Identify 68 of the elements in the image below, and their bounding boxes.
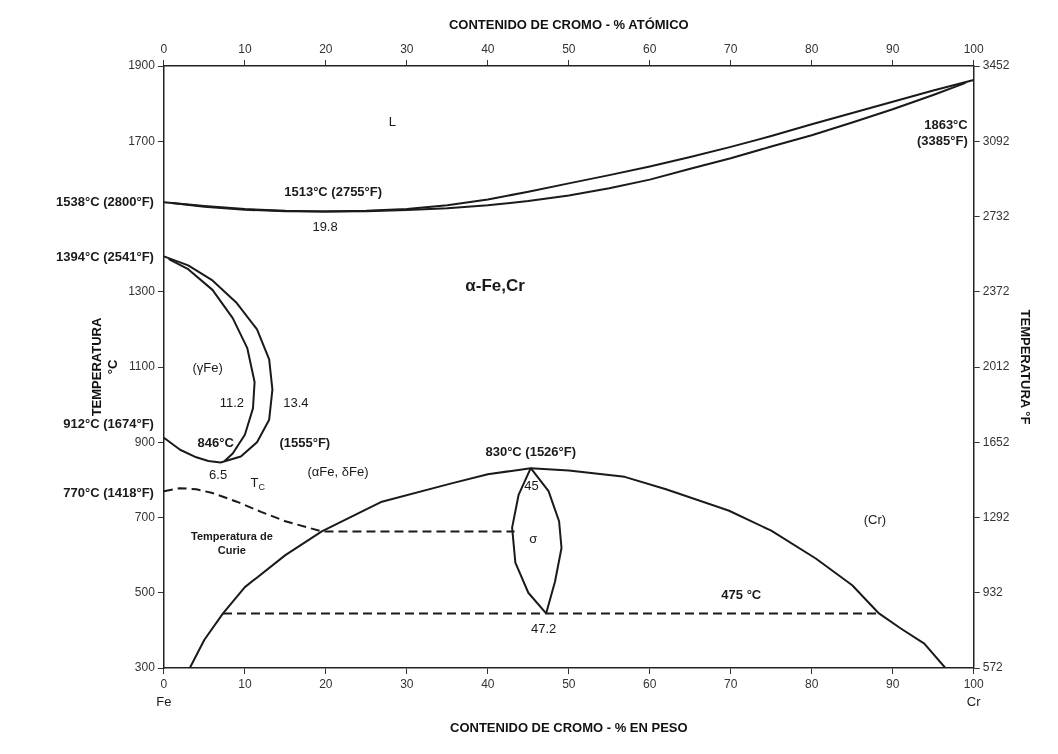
- annotation: 830°C (1526°F): [485, 444, 577, 460]
- x-tick-label: 30: [400, 676, 414, 691]
- x2-tick-label: 100: [963, 42, 985, 57]
- y2-tick-label: 3092: [982, 133, 1010, 148]
- text: 1394°C (2541°F): [56, 249, 154, 265]
- annotation: (1555°F): [279, 434, 331, 450]
- x-tick-label: 40: [481, 676, 495, 691]
- annotation: 846°C: [197, 434, 235, 450]
- y-tick-label: 1700: [128, 133, 156, 148]
- x2-tick-label: 80: [805, 42, 819, 57]
- y2-tick-label: 2732: [982, 208, 1010, 223]
- text: 1538°C (2800°F): [56, 193, 154, 209]
- x-tick-label: 10: [238, 676, 252, 691]
- annotation: Temperatura de Curie: [191, 529, 273, 556]
- annotation: α-Fe,Cr: [465, 276, 526, 296]
- text: Fe: [156, 693, 172, 709]
- annotation: 47.2: [531, 621, 557, 637]
- y-tick-label: 900: [134, 434, 156, 449]
- annotation: 45: [524, 477, 539, 493]
- annotation: 1513°C (2755°F): [284, 184, 383, 199]
- annotation: (Cr): [863, 512, 887, 528]
- annotation: L: [388, 113, 396, 129]
- annotation: 13.4: [283, 395, 309, 411]
- x-tick-label: 80: [805, 676, 819, 691]
- x-tick-label: 60: [643, 676, 657, 691]
- x2-tick-label: 20: [319, 42, 333, 57]
- annotation: 475 °C: [721, 587, 762, 603]
- y2-tick-label: 3452: [982, 58, 1010, 73]
- y2-tick-label: 1652: [982, 434, 1010, 449]
- text: 770°C (1418°F): [63, 485, 154, 500]
- annotation: 11.2: [219, 395, 245, 411]
- x2-tick-label: 30: [400, 42, 414, 57]
- x2-tick-label: 0: [160, 42, 168, 57]
- text: 912°C (1674°F): [63, 415, 154, 431]
- annotation: (γFe): [192, 360, 223, 376]
- y-tick-label: 1300: [128, 284, 156, 299]
- y2-tick-label: 932: [982, 585, 1004, 600]
- x-tick-label: 100: [963, 676, 985, 691]
- y-tick-label: 1100: [129, 359, 156, 374]
- annotation: 19.8: [312, 218, 338, 234]
- annotation: σ: [529, 531, 538, 547]
- y-tick-label: 700: [134, 509, 156, 524]
- x2-tick-label: 50: [562, 42, 576, 57]
- x-tick-label: 90: [886, 676, 900, 691]
- y2-axis-title: TEMPERATURA °F: [1017, 309, 1033, 425]
- x2-tick-label: 40: [481, 42, 495, 57]
- x2-tick-label: 90: [886, 42, 900, 57]
- y2-tick-label: 2012: [982, 359, 1010, 374]
- y2-tick-label: 572: [982, 660, 1004, 675]
- y-tick-label: 1900: [128, 58, 156, 73]
- y2-tick-label: 2372: [982, 284, 1010, 299]
- x-tick-label: 50: [562, 676, 576, 691]
- annotation: 6.5: [209, 466, 228, 482]
- annotation: (αFe, δFe): [307, 464, 369, 480]
- y2-tick-label: 1292: [982, 509, 1010, 524]
- y-tick-label: 300: [134, 660, 156, 675]
- x2-tick-label: 60: [643, 42, 657, 57]
- x-tick-label: 70: [724, 676, 738, 691]
- x2-axis-title: CONTENIDO DE CROMO - % ATÓMICO: [448, 17, 689, 33]
- annotation: 1863°C (3385°F): [916, 116, 969, 148]
- x2-tick-label: 10: [238, 42, 252, 57]
- x2-tick-label: 70: [724, 42, 738, 57]
- x-axis-title: CONTENIDO DE CROMO - % EN PESO: [449, 719, 688, 735]
- x-tick-label: 0: [160, 676, 168, 691]
- x-tick-label: 20: [319, 676, 333, 691]
- y-axis-title: TEMPERATURA °C: [89, 317, 120, 417]
- text: Cr: [966, 693, 982, 709]
- y-tick-label: 500: [134, 585, 156, 600]
